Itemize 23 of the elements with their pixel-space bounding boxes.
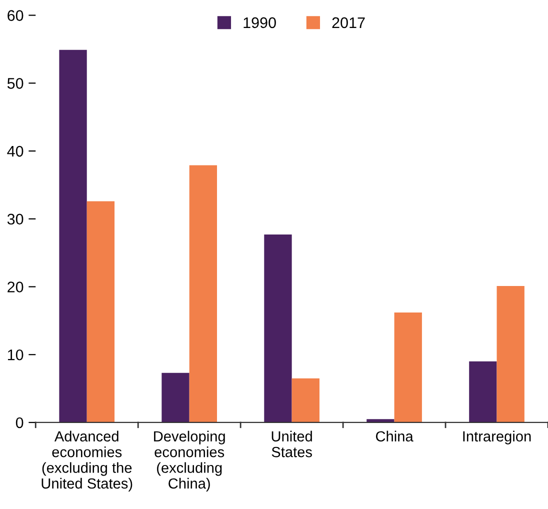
bar	[59, 50, 87, 422]
bar	[264, 234, 292, 422]
bar	[86, 201, 115, 422]
y-tick-label: 50	[7, 78, 24, 89]
y-tick-label: 60	[8, 10, 24, 21]
bar	[469, 361, 497, 422]
y-tick-label: 40	[7, 146, 24, 157]
x-tick-label: China	[376, 430, 414, 442]
bar	[292, 378, 320, 422]
bar	[394, 312, 422, 422]
x-tick-label: Developing economies (excluding China)	[154, 430, 225, 492]
y-tick-label: 30	[7, 214, 24, 225]
y-tick-label: 10	[8, 349, 24, 360]
legend-label: 2017	[332, 17, 365, 28]
y-tick-label: 20	[8, 282, 24, 292]
bar	[162, 372, 190, 422]
bar	[189, 165, 218, 422]
bar	[496, 286, 524, 422]
y-tick-label: 0	[16, 417, 24, 428]
x-tick-label: Intraregion	[463, 430, 531, 444]
x-tick-label: United States	[272, 430, 312, 458]
x-tick-label: Advanced economies (excluding the United States)	[42, 430, 132, 492]
legend-label: 1990	[244, 17, 276, 28]
